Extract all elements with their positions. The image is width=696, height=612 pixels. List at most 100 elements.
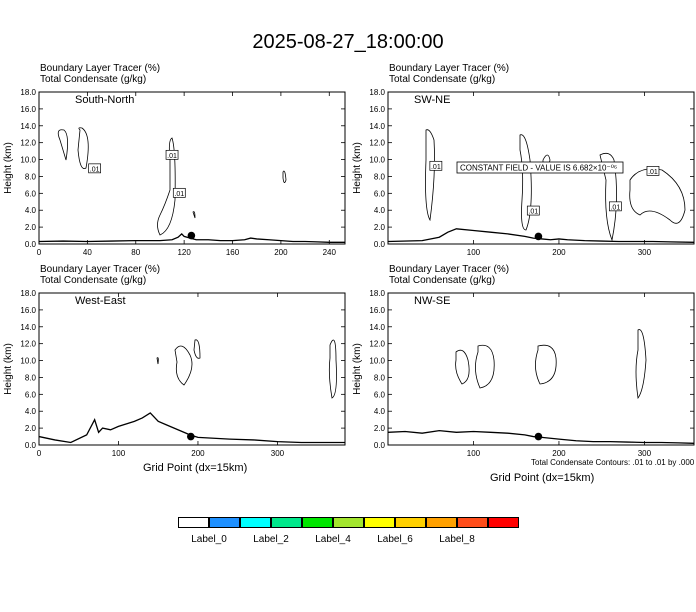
y-tick-label: 14.0 xyxy=(369,122,385,131)
x-tick-label: 80 xyxy=(131,248,140,257)
y-tick-label: 16.0 xyxy=(20,306,36,315)
colorbar-label: Label_8 xyxy=(439,534,475,545)
contour-label-box xyxy=(526,205,540,216)
panel-header-nw-se: Boundary Layer Tracer (%) Total Condensa… xyxy=(389,264,509,286)
x-tick-label: 200 xyxy=(552,248,566,257)
page-title: 2025-08-27_18:00:00 xyxy=(252,31,444,53)
contour-label: .01 xyxy=(90,166,100,173)
header-condensate: Total Condensate (g/kg) xyxy=(40,74,147,85)
y-tick-label: 10.0 xyxy=(20,156,36,165)
terrain-line xyxy=(387,228,695,243)
panel-header-south-north: Boundary Layer Tracer (%) Total Condensa… xyxy=(40,63,160,85)
y-tick-label: 4.0 xyxy=(25,407,37,416)
contour-label-box xyxy=(165,149,179,160)
colorbar-swatch xyxy=(178,517,209,528)
colorbar-swatch xyxy=(209,517,240,528)
contour-label-box xyxy=(172,187,186,198)
x-tick-label: 300 xyxy=(638,449,652,458)
x-tick-label: 120 xyxy=(177,248,191,257)
constant-field-note: CONSTANT FIELD - VALUE IS 6.682×10⁻⁰⁶ xyxy=(460,164,617,173)
colorbar-swatch xyxy=(395,517,426,528)
condensate-contour xyxy=(282,170,287,183)
y-tick-label: 4.0 xyxy=(374,407,386,416)
y-tick-label: 18.0 xyxy=(20,289,36,298)
condensate-contour xyxy=(455,349,470,385)
colorbar-label: Label_4 xyxy=(315,534,351,545)
y-tick-label: 2.0 xyxy=(25,424,37,433)
station-marker xyxy=(534,432,543,441)
y-axis-title: Height (km) xyxy=(3,343,14,395)
station-marker xyxy=(187,231,196,240)
x-tick-label: 240 xyxy=(323,248,337,257)
condensate-contour xyxy=(425,129,435,222)
station-marker xyxy=(534,232,543,241)
condensate-contour xyxy=(77,127,89,169)
y-tick-label: 18.0 xyxy=(20,88,36,97)
header-condensate: Total Condensate (g/kg) xyxy=(389,275,496,286)
contour-label-box xyxy=(88,163,101,174)
y-axis-title: Height (km) xyxy=(3,142,14,194)
colorbar-swatch xyxy=(457,517,488,528)
y-tick-label: 6.0 xyxy=(374,390,386,399)
y-tick-label: 2.0 xyxy=(374,223,386,232)
x-tick-label: 100 xyxy=(467,248,481,257)
x-axis-title-west-east: Grid Point (dx=15km) xyxy=(143,462,248,474)
constant-field-box xyxy=(456,161,624,174)
station-marker xyxy=(187,432,195,441)
y-tick-label: 10.0 xyxy=(20,357,36,366)
y-tick-label: 12.0 xyxy=(369,340,385,349)
condensate-contour xyxy=(57,129,68,161)
header-tracer: Boundary Layer Tracer (%) xyxy=(389,63,510,74)
x-axis-title-nw-se: Grid Point (dx=15km) xyxy=(490,472,595,484)
condensate-contour xyxy=(629,168,686,224)
y-tick-label: 8.0 xyxy=(374,172,386,181)
y-tick-label: 16.0 xyxy=(20,105,36,114)
y-tick-label: 14.0 xyxy=(369,323,385,332)
contour-label: .01 xyxy=(648,169,658,176)
header-tracer: Boundary Layer Tracer (%) xyxy=(40,63,161,74)
x-tick-label: 100 xyxy=(112,449,126,458)
x-tick-label: 300 xyxy=(638,248,652,257)
y-tick-label: 14.0 xyxy=(20,122,36,131)
contour-label-box xyxy=(609,201,622,212)
terrain-line xyxy=(38,412,345,444)
y-tick-label: 12.0 xyxy=(20,139,36,148)
condensate-contour xyxy=(328,339,337,399)
y-axis-title: Height (km) xyxy=(352,142,363,194)
y-tick-label: 6.0 xyxy=(25,189,37,198)
panel-label: South-North xyxy=(75,94,134,106)
condensate-contour xyxy=(156,357,159,365)
terrain-line xyxy=(38,232,345,243)
panel-label: West-East xyxy=(75,295,126,307)
colorbar-swatch xyxy=(271,517,302,528)
y-tick-label: 4.0 xyxy=(374,206,386,215)
header-tracer: Boundary Layer Tracer (%) xyxy=(40,264,161,275)
panel-header-sw-ne: Boundary Layer Tracer (%) Total Condensa… xyxy=(389,63,509,85)
y-tick-label: 2.0 xyxy=(374,424,386,433)
condensate-contour xyxy=(635,329,647,400)
contour-label: .01 xyxy=(528,209,538,216)
colorbar-swatch xyxy=(333,517,364,528)
x-tick-label: 160 xyxy=(226,248,240,257)
contour-label: .01 xyxy=(431,164,441,171)
panel-label: SW-NE xyxy=(414,94,450,106)
x-tick-label: 200 xyxy=(552,449,566,458)
y-tick-label: 18.0 xyxy=(369,88,385,97)
y-tick-label: 10.0 xyxy=(369,156,385,165)
condensate-contour xyxy=(519,134,532,231)
y-tick-label: 14.0 xyxy=(20,323,36,332)
y-tick-label: 0.0 xyxy=(374,240,386,249)
colorbar-swatch xyxy=(240,517,271,528)
contour-label: .01 xyxy=(167,153,177,160)
x-tick-label: 300 xyxy=(271,449,285,458)
y-tick-label: 16.0 xyxy=(369,306,385,315)
condensate-contour xyxy=(193,339,201,359)
header-condensate: Total Condensate (g/kg) xyxy=(389,74,496,85)
y-axis-title: Height (km) xyxy=(352,343,363,395)
y-tick-label: 12.0 xyxy=(369,139,385,148)
y-tick-label: 6.0 xyxy=(374,189,386,198)
x-tick-label: 40 xyxy=(83,248,92,257)
y-tick-label: 12.0 xyxy=(20,340,36,349)
condensate-contour xyxy=(192,211,196,219)
colorbar-label: Label_6 xyxy=(377,534,413,545)
